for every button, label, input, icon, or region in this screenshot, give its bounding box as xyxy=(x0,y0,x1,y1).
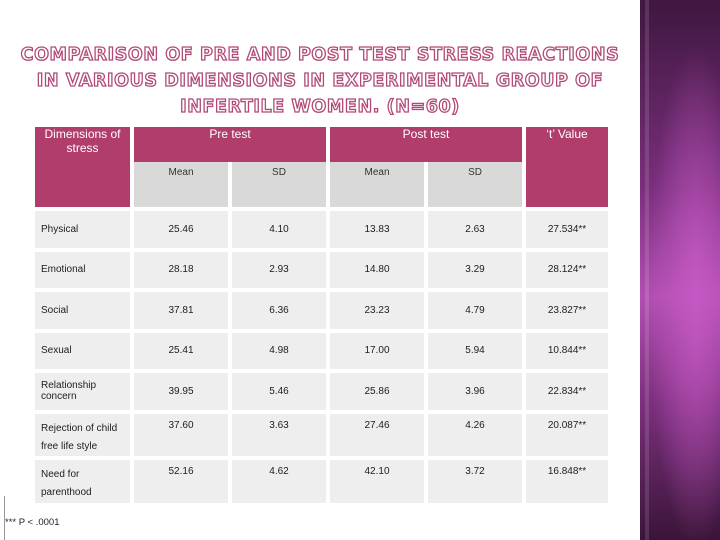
row-label: Relationship concern xyxy=(35,369,132,412)
slide-title: COMPARISON OF PRE AND POST TEST STRESS R… xyxy=(20,44,620,117)
table-row: Need for parenthood 52.16 4.62 42.10 3.7… xyxy=(35,456,609,503)
row-label: Rejection of child free life style xyxy=(35,409,132,458)
table-row: Relationship concern 39.95 5.46 25.86 3.… xyxy=(35,369,609,412)
row-label: Physical xyxy=(35,207,132,250)
post-sd-cell: 3.29 xyxy=(424,247,525,290)
pre-mean-cell: 52.16 xyxy=(130,456,230,503)
row-label: Need for parenthood xyxy=(35,456,132,503)
table-row: Rejection of child free life style 37.60… xyxy=(35,409,609,458)
pre-mean-cell: 37.60 xyxy=(130,409,230,458)
pre-sd-cell: 5.46 xyxy=(227,369,329,412)
subheader-pre-mean: Mean xyxy=(130,162,230,209)
stress-comparison-table: Dimensions of stress Pre test Post test … xyxy=(35,127,609,503)
header-t-value: ‘t’ Value xyxy=(522,127,609,209)
t-value-cell: 10.844** xyxy=(522,328,609,371)
t-value-cell: 20.087** xyxy=(522,409,609,458)
post-sd-cell: 3.96 xyxy=(424,369,525,412)
header-post-test: Post test xyxy=(326,127,525,162)
post-sd-cell: 5.94 xyxy=(424,328,525,371)
subheader-post-sd: SD xyxy=(424,162,525,209)
post-mean-cell: 17.00 xyxy=(326,328,427,371)
significance-footnote: *** P < .0001 xyxy=(5,517,60,528)
post-mean-cell: 42.10 xyxy=(326,456,427,503)
decorative-side-panel xyxy=(640,0,720,540)
pre-sd-cell: 4.62 xyxy=(227,456,329,503)
post-sd-cell: 4.79 xyxy=(424,288,525,331)
pre-sd-cell: 3.63 xyxy=(227,409,329,458)
row-label: Social xyxy=(35,288,132,331)
subheader-pre-sd: SD xyxy=(227,162,329,209)
t-value-cell: 23.827** xyxy=(522,288,609,331)
post-mean-cell: 14.80 xyxy=(326,247,427,290)
table-row: Physical 25.46 4.10 13.83 2.63 27.534** xyxy=(35,207,609,250)
post-sd-cell: 3.72 xyxy=(424,456,525,503)
post-mean-cell: 23.23 xyxy=(326,288,427,331)
pre-sd-cell: 4.98 xyxy=(227,328,329,371)
pre-mean-cell: 37.81 xyxy=(130,288,230,331)
decorative-side-stripe xyxy=(645,0,649,540)
t-value-cell: 16.848** xyxy=(522,456,609,503)
header-pre-test: Pre test xyxy=(129,127,329,162)
post-mean-cell: 25.86 xyxy=(326,369,427,412)
pre-sd-cell: 2.93 xyxy=(227,247,329,290)
header-dimensions: Dimensions of stress xyxy=(35,127,132,209)
pre-mean-cell: 25.46 xyxy=(130,207,230,250)
post-sd-cell: 2.63 xyxy=(424,207,525,250)
pre-sd-cell: 6.36 xyxy=(227,288,329,331)
row-label: Emotional xyxy=(35,247,132,290)
t-value-cell: 22.834** xyxy=(522,369,609,412)
post-sd-cell: 4.26 xyxy=(424,409,525,458)
decorative-left-rule xyxy=(4,496,5,540)
subheader-post-mean: Mean xyxy=(326,162,427,209)
table-row: Emotional 28.18 2.93 14.80 3.29 28.124** xyxy=(35,247,609,290)
pre-sd-cell: 4.10 xyxy=(227,207,329,250)
post-mean-cell: 13.83 xyxy=(326,207,427,250)
t-value-cell: 28.124** xyxy=(522,247,609,290)
post-mean-cell: 27.46 xyxy=(326,409,427,458)
pre-mean-cell: 25.41 xyxy=(130,328,230,371)
t-value-cell: 27.534** xyxy=(522,207,609,250)
pre-mean-cell: 39.95 xyxy=(130,369,230,412)
row-label: Sexual xyxy=(35,328,132,371)
table-row: Sexual 25.41 4.98 17.00 5.94 10.844** xyxy=(35,328,609,371)
pre-mean-cell: 28.18 xyxy=(130,247,230,290)
table-row: Social 37.81 6.36 23.23 4.79 23.827** xyxy=(35,288,609,331)
